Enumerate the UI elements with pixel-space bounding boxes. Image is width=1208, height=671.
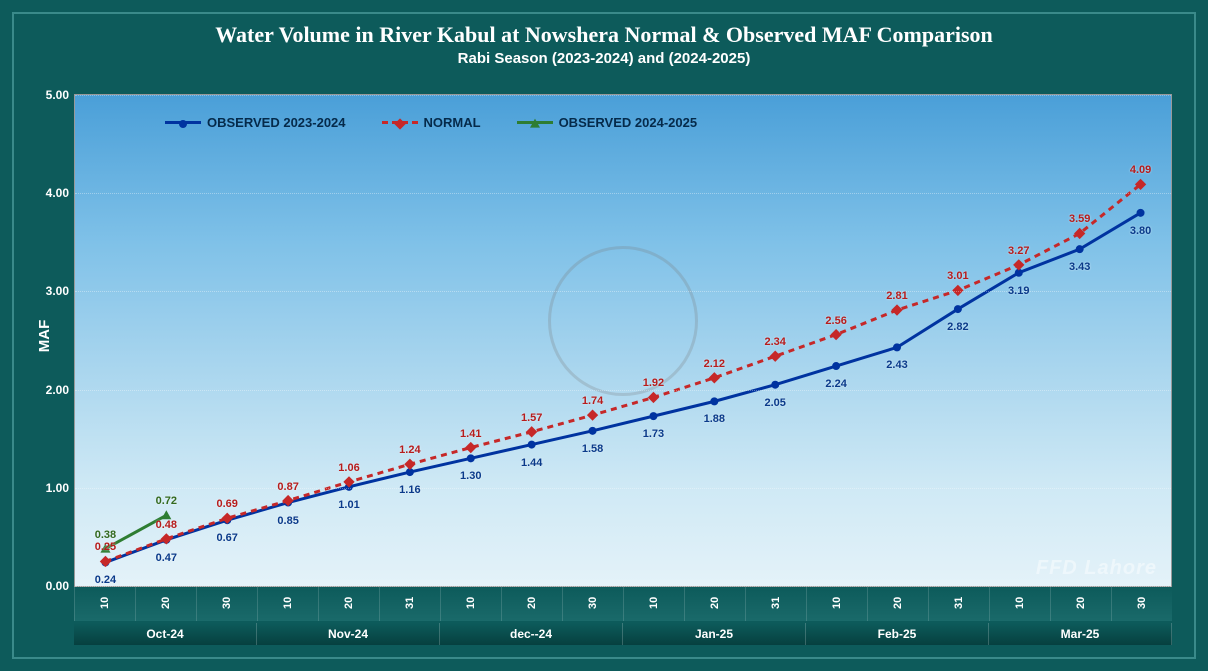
data-point-label: 4.09 <box>1130 164 1151 176</box>
legend-line-icon <box>165 121 201 124</box>
x-tick-label: 10 <box>806 587 867 621</box>
y-tick-label: 1.00 <box>33 481 69 495</box>
data-point-label: 1.01 <box>338 499 359 511</box>
x-tick-label: 20 <box>1050 587 1111 621</box>
data-point-label: 1.16 <box>399 484 420 496</box>
x-tick-label: 31 <box>745 587 806 621</box>
legend-marker-icon <box>179 120 187 128</box>
x-tick-label: 31 <box>928 587 989 621</box>
x-tick-label: 10 <box>257 587 318 621</box>
data-point-label: 2.82 <box>947 321 968 333</box>
y-tick-label: 4.00 <box>33 186 69 200</box>
data-point-label: 1.30 <box>460 470 481 482</box>
x-tick-label: 20 <box>135 587 196 621</box>
data-point-label: 1.24 <box>399 444 420 456</box>
data-point-label: 0.87 <box>277 481 298 493</box>
chart-title: Water Volume in River Kabul at Nowshera … <box>14 22 1194 48</box>
x-tick-label: 20 <box>867 587 928 621</box>
plot-area: OBSERVED 2023-2024 NORMAL OBSERVED 2024-… <box>74 94 1172 587</box>
data-point-label: 1.73 <box>643 428 664 440</box>
x-tick-label: 10 <box>989 587 1050 621</box>
x-group-label: dec--24 <box>440 623 623 645</box>
data-point-label: 0.25 <box>95 541 116 553</box>
x-tick-label: 20 <box>684 587 745 621</box>
data-point-label: 0.47 <box>156 552 177 564</box>
legend-line-icon <box>382 121 418 124</box>
x-group-label: Feb-25 <box>806 623 989 645</box>
data-point-label: 1.74 <box>582 395 603 407</box>
data-point-label: 2.12 <box>704 358 725 370</box>
chart-svg <box>75 95 1171 586</box>
legend-line-icon <box>517 121 553 124</box>
x-tick-label: 31 <box>379 587 440 621</box>
x-tick-label: 30 <box>562 587 623 621</box>
data-point-label: 2.81 <box>886 290 907 302</box>
y-tick-label: 2.00 <box>33 383 69 397</box>
x-tick-label: 10 <box>440 587 501 621</box>
data-point-label: 3.80 <box>1130 225 1151 237</box>
x-tick-label: 20 <box>318 587 379 621</box>
legend-marker-icon <box>394 118 405 129</box>
x-group-label: Mar-25 <box>989 623 1172 645</box>
watermark-text: FFD Lahore <box>1036 557 1157 580</box>
data-point-label: 2.05 <box>765 397 786 409</box>
legend-item-observed-2024-2025: OBSERVED 2024-2025 <box>517 115 698 130</box>
data-point-label: 0.67 <box>217 532 238 544</box>
data-point-label: 1.44 <box>521 457 542 469</box>
legend-label: OBSERVED 2024-2025 <box>559 115 698 130</box>
data-point-label: 2.56 <box>825 315 846 327</box>
data-point-label: 3.59 <box>1069 213 1090 225</box>
chart-subtitle: Rabi Season (2023-2024) and (2024-2025) <box>14 50 1194 67</box>
data-point-label: 3.01 <box>947 270 968 282</box>
data-point-label: 1.58 <box>582 443 603 455</box>
x-tick-label: 10 <box>623 587 684 621</box>
plot-area-wrap: OBSERVED 2023-2024 NORMAL OBSERVED 2024-… <box>74 94 1172 587</box>
data-point-label: 0.38 <box>95 529 116 541</box>
data-point-label: 2.24 <box>825 378 846 390</box>
data-point-label: 2.43 <box>886 359 907 371</box>
y-axis-label: MAF <box>36 319 53 352</box>
data-point-label: 2.34 <box>765 336 786 348</box>
y-tick-label: 0.00 <box>33 579 69 593</box>
data-point-label: 3.19 <box>1008 285 1029 297</box>
x-axis-groups: Oct-24Nov-24dec--24Jan-25Feb-25Mar-25 <box>74 623 1172 645</box>
data-point-label: 1.88 <box>704 413 725 425</box>
y-tick-label: 3.00 <box>33 284 69 298</box>
data-point-label: 0.24 <box>95 574 116 586</box>
data-point-label: 3.43 <box>1069 261 1090 273</box>
legend-label: NORMAL <box>424 115 481 130</box>
x-group-label: Oct-24 <box>74 623 257 645</box>
data-point-label: 1.06 <box>338 462 359 474</box>
data-point-label: 0.72 <box>156 495 177 507</box>
data-point-label: 1.41 <box>460 428 481 440</box>
x-group-label: Nov-24 <box>257 623 440 645</box>
data-point-label: 3.27 <box>1008 245 1029 257</box>
data-point-label: 0.69 <box>217 498 238 510</box>
legend: OBSERVED 2023-2024 NORMAL OBSERVED 2024-… <box>165 115 697 130</box>
title-block: Water Volume in River Kabul at Nowshera … <box>14 14 1194 67</box>
x-tick-label: 30 <box>1111 587 1172 621</box>
chart-frame: Water Volume in River Kabul at Nowshera … <box>12 12 1196 659</box>
legend-marker-icon <box>530 119 540 128</box>
x-group-label: Jan-25 <box>623 623 806 645</box>
data-point-label: 0.85 <box>277 515 298 527</box>
legend-item-normal: NORMAL <box>382 115 481 130</box>
x-tick-label: 30 <box>196 587 257 621</box>
legend-label: OBSERVED 2023-2024 <box>207 115 346 130</box>
y-tick-label: 5.00 <box>33 88 69 102</box>
x-tick-label: 10 <box>74 587 135 621</box>
x-tick-label: 20 <box>501 587 562 621</box>
legend-item-observed-2023-2024: OBSERVED 2023-2024 <box>165 115 346 130</box>
data-point-label: 1.92 <box>643 377 664 389</box>
x-axis-ticks: 102030102031102030102031102031102030 <box>74 587 1172 621</box>
data-point-label: 0.48 <box>156 519 177 531</box>
data-point-label: 1.57 <box>521 412 542 424</box>
